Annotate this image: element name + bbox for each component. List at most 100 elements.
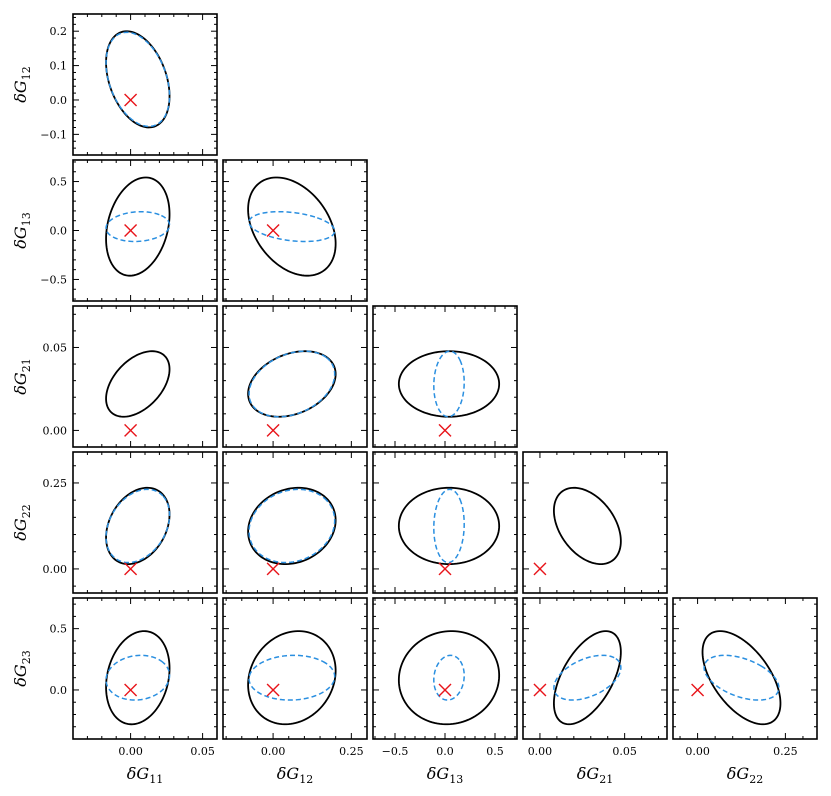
y-tick-label: 0.5 [50,623,68,636]
dashed-contour [248,210,336,243]
solid-contour [105,176,171,277]
panel-G11-G22 [72,451,218,594]
solid-contour [553,630,622,726]
y-tick-label: 0.25 [43,477,68,490]
panel-G11-G13 [72,159,218,302]
panel-frame [72,451,218,594]
y-axis-label: δG22 [11,504,33,540]
fiducial-marker [438,423,452,437]
x-axis-label: δG22 [727,764,763,786]
panel-frame [372,597,518,740]
solid-contour [105,486,171,566]
panel-G13-G23 [372,597,518,740]
fiducial-marker [533,562,547,576]
x-tick-label: −0.5 [382,745,409,758]
x-tick-label: 0.00 [528,745,553,758]
dashed-contour [105,31,171,128]
x-axis-label: δG21 [577,764,613,786]
fiducial-marker [438,683,452,697]
panel-G11-G21 [72,305,218,448]
dashed-contour [105,210,171,243]
panel-frame [222,597,368,740]
dashed-contour [553,654,622,701]
panel-G21-G23 [522,597,668,740]
dashed-contour [433,350,465,418]
y-tick-label: 0.0 [50,94,68,107]
x-tick-label: 0.05 [190,745,215,758]
solid-contour [247,176,337,277]
panel-G12-G13 [222,159,368,302]
solid-contour [247,350,337,418]
fiducial-marker [124,93,138,107]
fiducial-marker [266,683,280,697]
dashed-contour [248,488,336,564]
dashed-contour [105,654,171,701]
dashed-contour [248,654,336,701]
solid-contour [105,350,171,418]
fiducial-marker [124,224,138,237]
panel-G12-G21 [222,305,368,448]
x-tick-label: 0.00 [261,745,286,758]
y-tick-label: 0.0 [50,684,68,697]
dashed-contour [433,488,465,564]
solid-contour [397,350,501,418]
y-tick-label: 0.05 [43,341,68,354]
y-tick-label: −0.1 [40,128,67,141]
panel-G13-G22 [372,451,518,594]
panel-G22-G23 [672,597,818,740]
x-axis-label: δG13 [427,764,463,786]
x-axis-label: δG12 [277,764,313,786]
y-tick-label: 0.5 [50,176,68,189]
y-tick-label: 0.00 [43,424,68,437]
panel-frame [72,305,218,448]
panel-G21-G22 [522,451,668,594]
dashed-contour [248,350,336,418]
panel-frame [72,159,218,302]
solid-contour [247,630,337,726]
fiducial-marker [266,562,280,576]
panel-frame [222,451,368,594]
y-tick-label: 0.0 [50,225,68,238]
dashed-contour [433,654,465,701]
fiducial-marker [266,224,280,237]
y-tick-label: 0.1 [50,60,68,73]
panel-frame [522,451,668,594]
panel-frame [372,305,518,448]
panel-frame [72,597,218,740]
solid-contour [105,30,171,129]
x-tick-label: 0.25 [773,745,798,758]
solid-contour [701,630,782,726]
x-axis-label: δG11 [127,764,163,786]
y-tick-label: 0.00 [43,563,68,576]
fiducial-marker [124,423,138,437]
solid-contour [397,486,501,566]
y-axis-label: δG23 [11,650,33,686]
fiducial-marker [124,562,138,576]
panel-G12-G23 [222,597,368,740]
y-tick-label: −0.5 [40,273,67,286]
y-axis-label: δG12 [11,66,33,102]
fiducial-marker [533,683,547,697]
x-tick-label: 0.0 [436,745,454,758]
x-tick-label: 0.25 [339,745,364,758]
x-tick-label: 0.00 [118,745,143,758]
x-tick-label: 0.5 [486,745,504,758]
panel-frame [72,13,218,156]
solid-contour [105,630,171,726]
panel-frame [522,597,668,740]
y-axis-label: δG13 [11,212,33,248]
panel-frame [672,597,818,740]
solid-contour [397,630,501,726]
dashed-contour [703,654,780,701]
panel-frame [372,451,518,594]
panel-G13-G21 [372,305,518,448]
solid-contour [552,486,622,566]
fiducial-marker [124,683,138,697]
dashed-contour [105,488,171,564]
panel-G11-G23 [72,597,218,740]
solid-contour [247,486,337,565]
panel-frame [222,305,368,448]
panel-G12-G22 [222,451,368,594]
fiducial-marker [266,423,280,437]
